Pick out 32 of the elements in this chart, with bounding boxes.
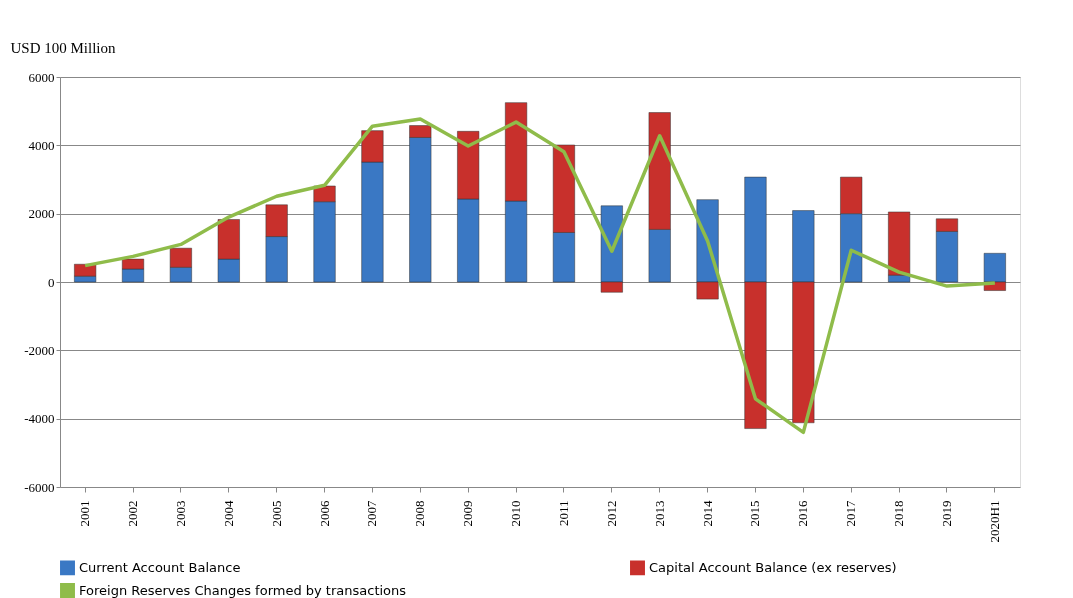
x-tick-label: 2016 (795, 500, 811, 527)
y-tick-label: -4000 (24, 411, 55, 427)
legend-label: Current Account Balance (79, 559, 241, 575)
x-tick-label: 2004 (220, 500, 236, 527)
x-tick-label: 2007 (364, 500, 380, 527)
x-tick-label: 2001 (77, 500, 93, 527)
legend-label: Foreign Reserves Changes formed by transactions (79, 582, 407, 598)
x-tick-label: 2012 (603, 500, 619, 527)
y-axis-title: USD 100 Million (10, 39, 117, 56)
y-tick-label: 6000 (28, 69, 55, 85)
x-tick-label: 2020H1 (986, 500, 1002, 543)
x-tick-label: 2009 (460, 500, 476, 527)
y-tick-label: 4000 (28, 137, 55, 153)
x-tick-label: 2018 (891, 500, 907, 527)
x-tick-label: 2015 (747, 500, 763, 527)
x-tick-label: 2006 (316, 500, 332, 527)
x-tick-label: 2014 (699, 500, 715, 527)
legend-label: Capital Account Balance (ex reserves) (649, 559, 897, 575)
x-tick-label: 2013 (651, 500, 667, 527)
x-tick-label: 2019 (938, 500, 954, 527)
x-tick-label: 2010 (508, 500, 524, 527)
y-tick-label: 2000 (28, 206, 55, 222)
y-tick-label: -6000 (24, 479, 55, 495)
x-tick-label: 2008 (412, 500, 428, 527)
x-tick-label: 2003 (172, 500, 188, 527)
x-tick-label: 2017 (843, 500, 859, 527)
y-tick-label: -2000 (24, 342, 55, 358)
x-tick-label: 2005 (268, 500, 284, 527)
line-series (83, 117, 997, 435)
x-tick-label: 2011 (555, 500, 571, 527)
x-tick-label: 2002 (125, 500, 141, 527)
y-tick-label: 0 (48, 274, 55, 290)
